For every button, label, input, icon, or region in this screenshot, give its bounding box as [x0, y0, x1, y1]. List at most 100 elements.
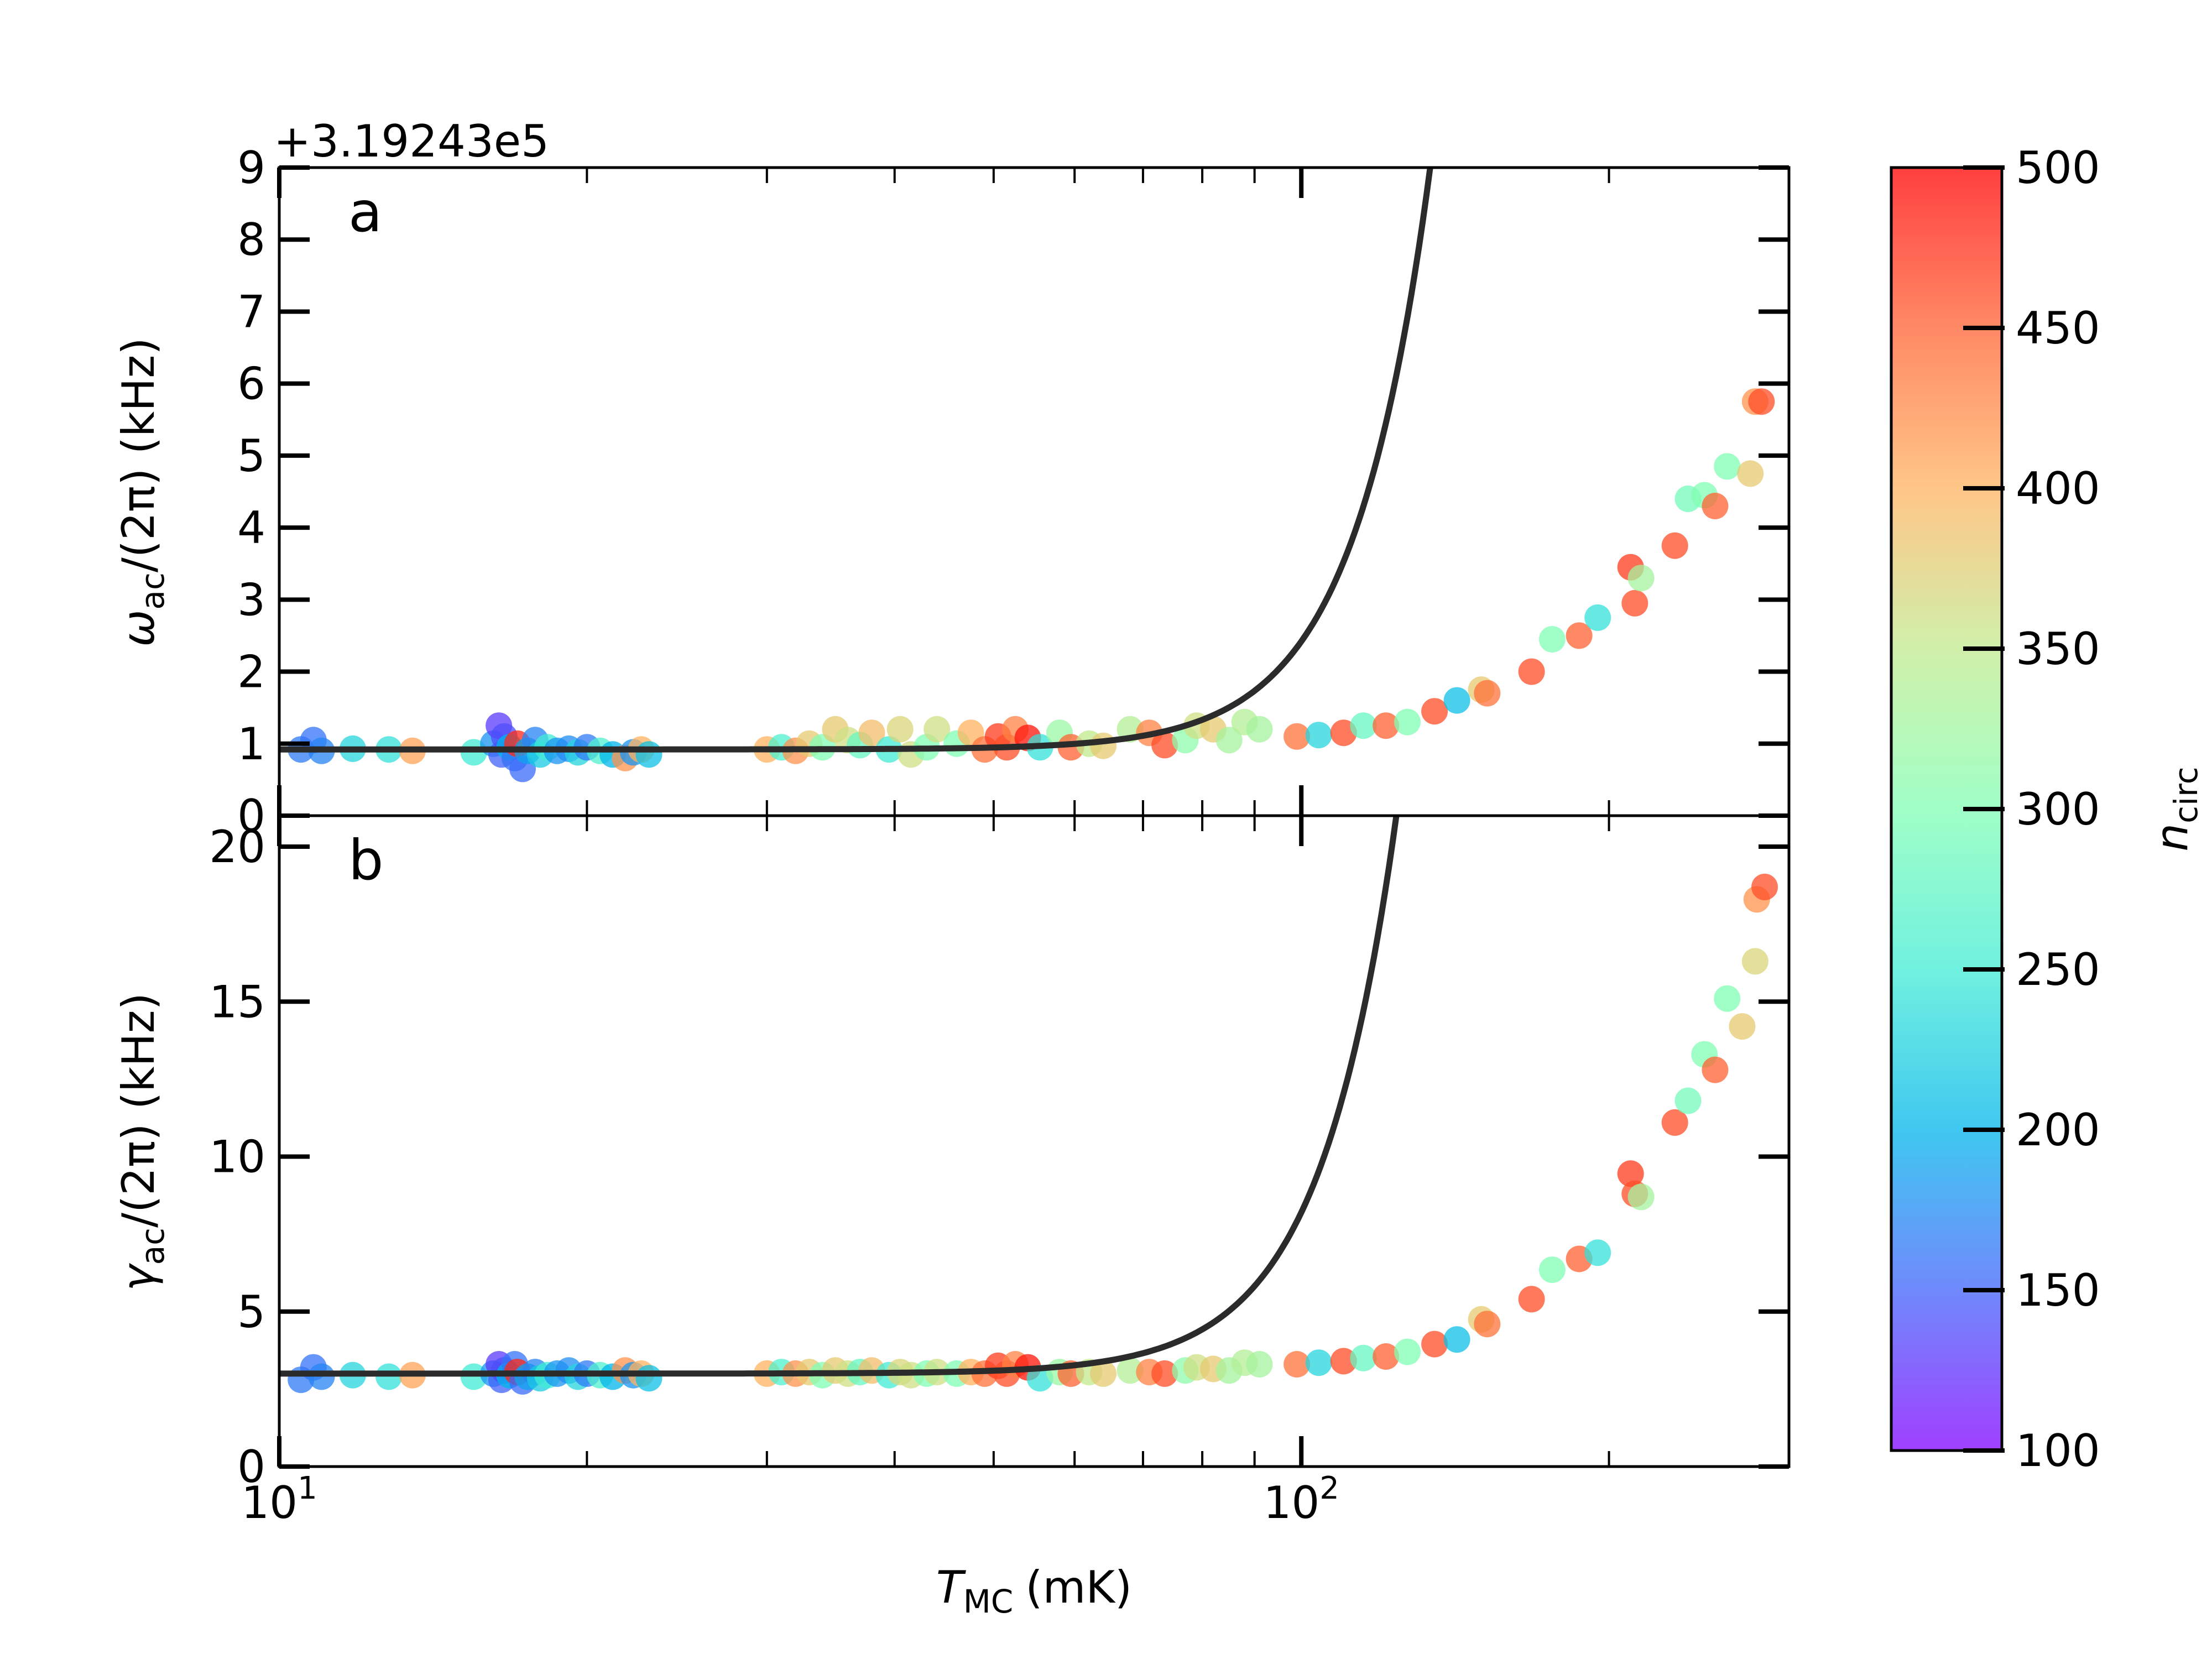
- panel-a-data-point: [1627, 565, 1655, 592]
- panel-a-data-point: [1518, 658, 1545, 685]
- panel-b-data-point: [635, 1365, 662, 1392]
- colorbar-tick-label: 300: [2016, 784, 2100, 835]
- panel-a-data-point: [1246, 716, 1273, 743]
- panel-b-data-point: [1117, 1357, 1144, 1384]
- panel-a-y-tick-label: 4: [237, 502, 265, 554]
- panel-a-data-point: [1284, 723, 1311, 750]
- panel-a-data-point: [886, 716, 914, 743]
- panel-a-data-point: [1394, 708, 1421, 735]
- panel-b-data-point: [1246, 1351, 1273, 1378]
- panel-a-data-point: [1215, 727, 1243, 754]
- panel-b-data-point: [1627, 1183, 1655, 1211]
- panel-b-frame: [278, 814, 1791, 1468]
- panel-a-data-point: [858, 719, 885, 747]
- panel-b-y-tick-label: 20: [209, 821, 265, 873]
- panel-a-data-point: [1714, 453, 1741, 480]
- panel-a-data-point: [1702, 493, 1729, 519]
- panel-b-data-point: [1702, 1056, 1729, 1083]
- x-tick-label-exp: 2: [1319, 1470, 1339, 1506]
- panel-a-data-point: [1661, 532, 1688, 559]
- panel-a-y-axis-title: ωac/(2π) (kHz): [113, 337, 171, 646]
- colorbar-tick-label: 250: [2016, 944, 2100, 995]
- panel-b-data-point: [1661, 1109, 1688, 1136]
- panel-a-points: [288, 388, 1775, 782]
- panel-b-data-point: [1373, 1343, 1400, 1370]
- panel-b-data-point: [1421, 1331, 1448, 1358]
- panel-a-data-point: [1350, 712, 1377, 739]
- colorbar: 100 150 200 250 300 350 400 450 500 ncirc: [1890, 142, 2205, 1477]
- panel-a-data-point: [1151, 732, 1178, 759]
- panel-b-y-tick-labels: 0 5 10 15 20: [209, 821, 265, 1493]
- panel-b-data-point: [1284, 1351, 1311, 1378]
- panel-a-data-point: [924, 716, 951, 743]
- panel-a-y-tick-label: 8: [237, 214, 265, 265]
- panel-a-data-point: [1421, 698, 1448, 725]
- panel-b-data-point: [460, 1363, 487, 1390]
- panel-a-data-point: [1373, 712, 1400, 739]
- panel-b-data-point: [1714, 985, 1741, 1012]
- panel-b-points: [288, 873, 1778, 1395]
- panel-a-y-tick-label: 6: [237, 358, 265, 410]
- panel-a-y-tick-label: 0: [237, 790, 265, 842]
- panel-b-data-point: [1584, 1239, 1611, 1266]
- panel-b-data-point: [1729, 1013, 1756, 1040]
- panel-b-y-tick-label: 0: [237, 1441, 265, 1493]
- panel-a: 0 1 2 3 4 5 6 7 8 9 a ωac/(2π) (kHz): [113, 142, 1791, 842]
- panel-a-data-point: [1538, 626, 1566, 653]
- x-tick-labels: 101 102: [241, 1470, 1339, 1528]
- panel-a-fit-line: [279, 168, 1433, 753]
- panel-a-y-tick-label: 9: [237, 142, 265, 194]
- colorbar-ticks: 100 150 200 250 300 350 400 450 500: [1963, 142, 2100, 1477]
- x-tick-label-exp: 1: [298, 1470, 317, 1506]
- panel-a-data-point: [1584, 604, 1611, 631]
- colorbar-label: ncirc: [2146, 766, 2205, 851]
- panel-a-data-point: [1566, 622, 1593, 649]
- colorbar-tick-label: 500: [2016, 142, 2100, 194]
- x-tick-label-base: 10: [1263, 1477, 1319, 1528]
- panel-b-data-point: [1674, 1087, 1702, 1114]
- panel-b-data-point: [1305, 1349, 1332, 1376]
- panel-a-data-point: [1748, 388, 1775, 415]
- x-tick-label-base: 10: [241, 1477, 298, 1528]
- panel-b-data-point: [1350, 1344, 1377, 1371]
- panel-b-data-point: [1741, 948, 1768, 975]
- panel-b-data-point: [375, 1363, 403, 1390]
- panel-b-y-tick-label: 15: [209, 976, 265, 1027]
- panel-b-data-point: [1538, 1256, 1566, 1284]
- panel-b: 0 5 10 15 20 b γac/(2π) (kHz): [113, 814, 1791, 1493]
- colorbar-tick-label: 200: [2016, 1104, 2100, 1156]
- colorbar-tick-label: 350: [2016, 623, 2100, 675]
- x-tick-label: 102: [1263, 1470, 1339, 1528]
- panel-a-y-tick-label: 2: [237, 646, 265, 698]
- panel-b-data-point: [1751, 873, 1778, 900]
- panel-b-data-point: [1330, 1348, 1357, 1375]
- panel-a-y-tick-labels: 0 1 2 3 4 5 6 7 8 9: [237, 142, 265, 842]
- x-tick-label: 101: [241, 1470, 317, 1528]
- panel-a-data-point: [635, 741, 662, 768]
- panel-b-data-point: [1090, 1360, 1117, 1387]
- panel-b-data-point: [1474, 1311, 1501, 1338]
- colorbar-tick-label: 450: [2016, 302, 2100, 354]
- panel-a-data-point: [1737, 460, 1764, 487]
- panel-b-data-point: [1151, 1360, 1178, 1387]
- panel-b-y-tick-label: 5: [237, 1286, 265, 1338]
- colorbar-tick-label: 150: [2016, 1265, 2100, 1316]
- panel-a-y-tick-label: 7: [237, 286, 265, 337]
- panel-a-y-tick-label: 1: [237, 718, 265, 770]
- colorbar-tick-label: 400: [2016, 463, 2100, 514]
- panel-b-data-point: [1617, 1160, 1644, 1187]
- panel-a-data-point: [1090, 732, 1117, 759]
- panel-b-label: b: [348, 828, 383, 893]
- panel-b-fit-line: [279, 816, 1400, 1377]
- panel-a-y-tick-label: 3: [237, 574, 265, 625]
- panel-a-data-point: [1443, 687, 1470, 714]
- panel-a-data-point: [1305, 722, 1332, 749]
- panel-b-data-point: [1443, 1326, 1470, 1353]
- y-offset-label: +3.19243e5: [274, 116, 549, 167]
- panel-b-data-point: [1394, 1338, 1421, 1365]
- panel-b-y-axis-title: γac/(2π) (kHz): [113, 993, 171, 1291]
- panel-b-data-point: [308, 1363, 335, 1390]
- x-axis-title: TMC (mK): [936, 1562, 1132, 1620]
- colorbar-tick-label: 100: [2016, 1425, 2100, 1477]
